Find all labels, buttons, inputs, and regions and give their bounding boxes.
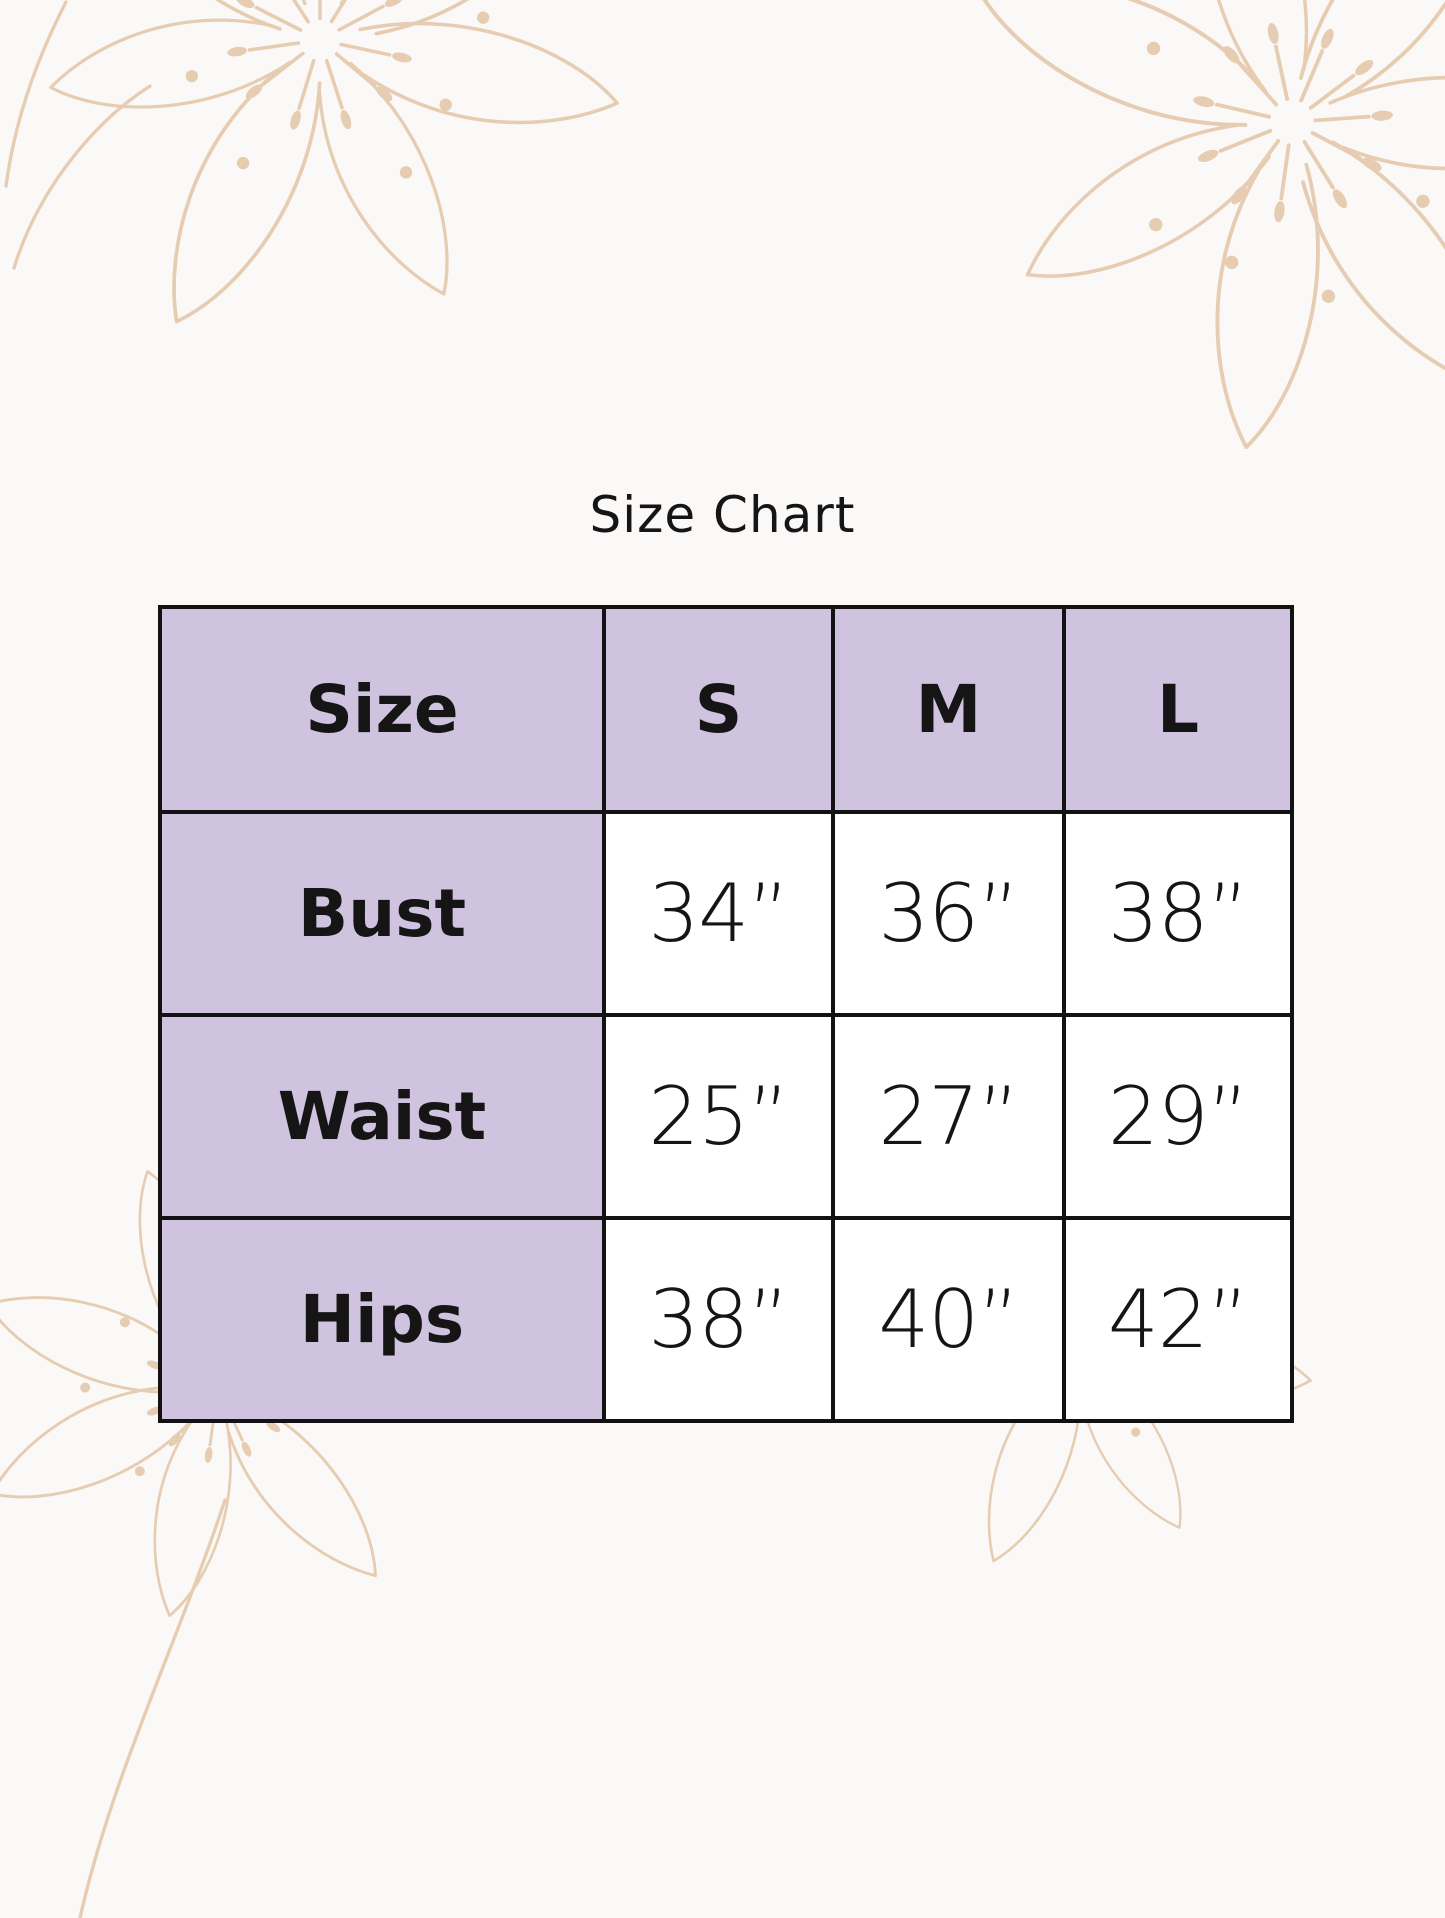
table-cell-bust-s: 34” [602,810,835,1017]
table-row-bust: Bust 34” 36” 38” [158,810,1294,1017]
column-header-size: Size [158,605,606,814]
table-row-hips: Hips 38” 40” 42” [158,1216,1294,1423]
table-header-row: Size S M L [158,605,1294,814]
row-label-bust: Bust [158,810,606,1017]
table-cell-waist-l: 29” [1062,1013,1294,1220]
table-cell-bust-m: 36” [831,810,1066,1017]
table-cell-waist-s: 25” [602,1013,835,1220]
page-title: Size Chart [589,486,856,544]
table-row-waist: Waist 25” 27” 29” [158,1013,1294,1220]
row-label-hips: Hips [158,1216,606,1423]
column-header-m: M [831,605,1066,814]
table-cell-waist-m: 27” [831,1013,1066,1220]
size-chart-table: Size S M L Bust 34” 36” 38” Waist 25” 27… [158,605,1294,1423]
table-cell-bust-l: 38” [1062,810,1294,1017]
column-header-s: S [602,605,835,814]
table-cell-hips-m: 40” [831,1216,1066,1423]
table-cell-hips-l: 42” [1062,1216,1294,1423]
table-cell-hips-s: 38” [602,1216,835,1423]
floral-sketch-top-right [907,0,1445,491]
floral-sketch-bottom-left [0,1064,521,1918]
floral-sketch-top-left [0,0,678,413]
column-header-l: L [1062,605,1294,814]
row-label-waist: Waist [158,1013,606,1220]
